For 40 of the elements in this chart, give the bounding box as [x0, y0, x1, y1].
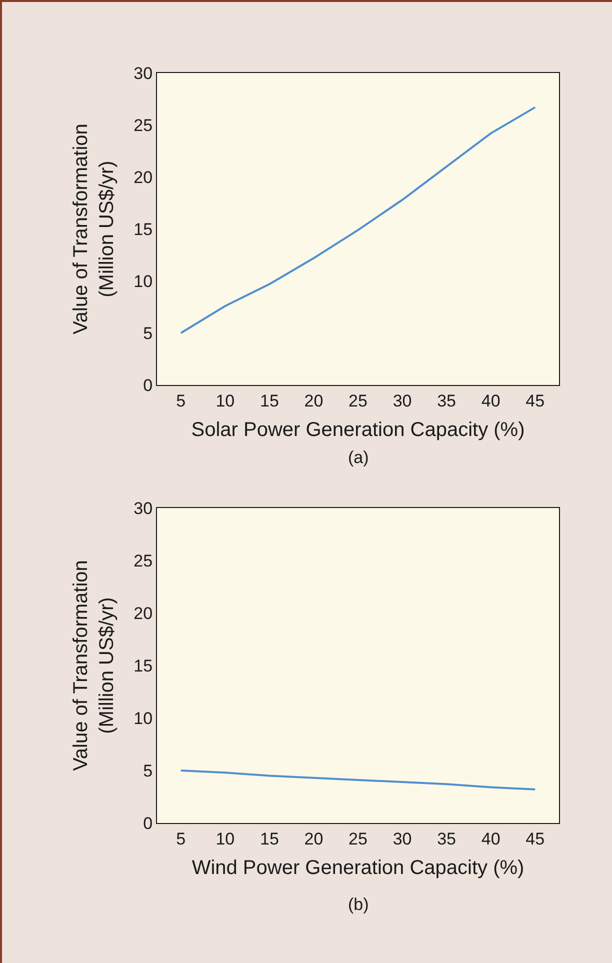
- y-tick-label: 5: [143, 761, 153, 780]
- x-axis-title: Wind Power Generation Capacity (%): [192, 856, 524, 879]
- y-tick-label: 30: [134, 498, 153, 518]
- x-tick-label: 25: [348, 829, 368, 848]
- x-tick-label: 45: [526, 391, 545, 410]
- x-tick-label: 35: [437, 829, 456, 848]
- y-tick-label: 10: [134, 272, 153, 291]
- y-tick-label: 5: [143, 324, 153, 343]
- y-tick-label: 20: [134, 604, 153, 623]
- x-axis-title: Solar Power Generation Capacity (%): [191, 418, 525, 441]
- x-tick-label: 40: [481, 829, 500, 848]
- x-tick-label: 5: [176, 391, 186, 410]
- y-tick-label: 20: [134, 168, 153, 187]
- x-tick-label: 20: [304, 391, 324, 410]
- y-tick-label: 0: [143, 814, 153, 833]
- x-tick-label: 30: [392, 829, 412, 848]
- y-tick-label: 10: [134, 708, 153, 728]
- x-tick-label: 15: [260, 829, 279, 848]
- line-series: [180, 770, 536, 790]
- x-tick-label: 5: [176, 829, 186, 848]
- y-axis-title: Value of Transformation (Million US$/yr): [70, 560, 118, 771]
- x-tick-label: 15: [260, 391, 279, 410]
- y-tick-label: 25: [134, 116, 153, 135]
- y-tick-label: 15: [134, 220, 153, 239]
- x-tick-label: 25: [348, 391, 368, 410]
- x-tick-label: 10: [216, 391, 235, 410]
- y-tick-label: 0: [143, 376, 153, 395]
- line-series: [180, 106, 536, 334]
- x-tick-label: 35: [437, 391, 456, 410]
- y-tick-label: 30: [134, 64, 153, 83]
- x-tick-label: 10: [216, 829, 235, 848]
- y-tick-label: 15: [134, 656, 153, 676]
- y-axis-title: Value of Transformation (Million US$/yr): [70, 124, 118, 334]
- x-tick-label: 30: [392, 391, 412, 410]
- x-tick-label: 40: [481, 391, 500, 410]
- text: (b): [348, 895, 369, 914]
- x-tick-label: 45: [526, 829, 545, 848]
- x-tick-label: 20: [304, 829, 324, 848]
- y-tick-label: 25: [134, 551, 153, 570]
- text: (a): [348, 448, 369, 467]
